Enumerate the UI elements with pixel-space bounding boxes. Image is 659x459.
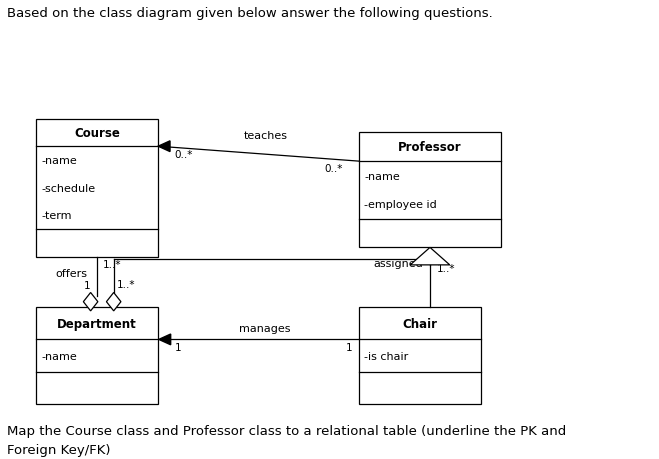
Text: -schedule: -schedule [42, 183, 96, 193]
Text: -is chair: -is chair [364, 351, 409, 361]
Bar [36, 308, 158, 404]
Text: -employee id: -employee id [364, 200, 437, 210]
Text: -name: -name [364, 171, 400, 181]
Polygon shape [159, 334, 171, 345]
Polygon shape [410, 248, 450, 265]
Text: 1..*: 1..* [103, 259, 121, 269]
Text: 1: 1 [175, 342, 181, 352]
Text: assigned: assigned [374, 259, 424, 269]
Text: 1: 1 [84, 280, 90, 291]
Text: -term: -term [42, 211, 72, 221]
Text: 1: 1 [346, 342, 353, 352]
Text: manages: manages [239, 324, 291, 334]
Bar [359, 308, 481, 404]
Text: -name: -name [42, 351, 77, 361]
Text: Course: Course [74, 127, 120, 140]
Text: Based on the class diagram given below answer the following questions.: Based on the class diagram given below a… [7, 7, 492, 20]
Text: Map the Course class and Professor class to a relational table (underline the PK: Map the Course class and Professor class… [7, 425, 566, 437]
Text: Department: Department [57, 317, 137, 330]
Text: 0..*: 0..* [175, 149, 193, 159]
Polygon shape [158, 141, 170, 152]
Text: Professor: Professor [398, 141, 462, 154]
Text: 1..*: 1..* [437, 263, 455, 273]
Text: -name: -name [42, 156, 77, 166]
Text: teaches: teaches [243, 131, 287, 141]
Text: Foreign Key/FK): Foreign Key/FK) [7, 443, 110, 456]
Text: offers: offers [55, 268, 87, 278]
Text: 1..*: 1..* [117, 279, 136, 289]
Text: Chair: Chair [403, 317, 438, 330]
Bar [36, 119, 158, 257]
Bar [359, 133, 501, 248]
Polygon shape [83, 293, 98, 311]
Text: 0..*: 0..* [324, 164, 343, 174]
Polygon shape [106, 293, 121, 311]
